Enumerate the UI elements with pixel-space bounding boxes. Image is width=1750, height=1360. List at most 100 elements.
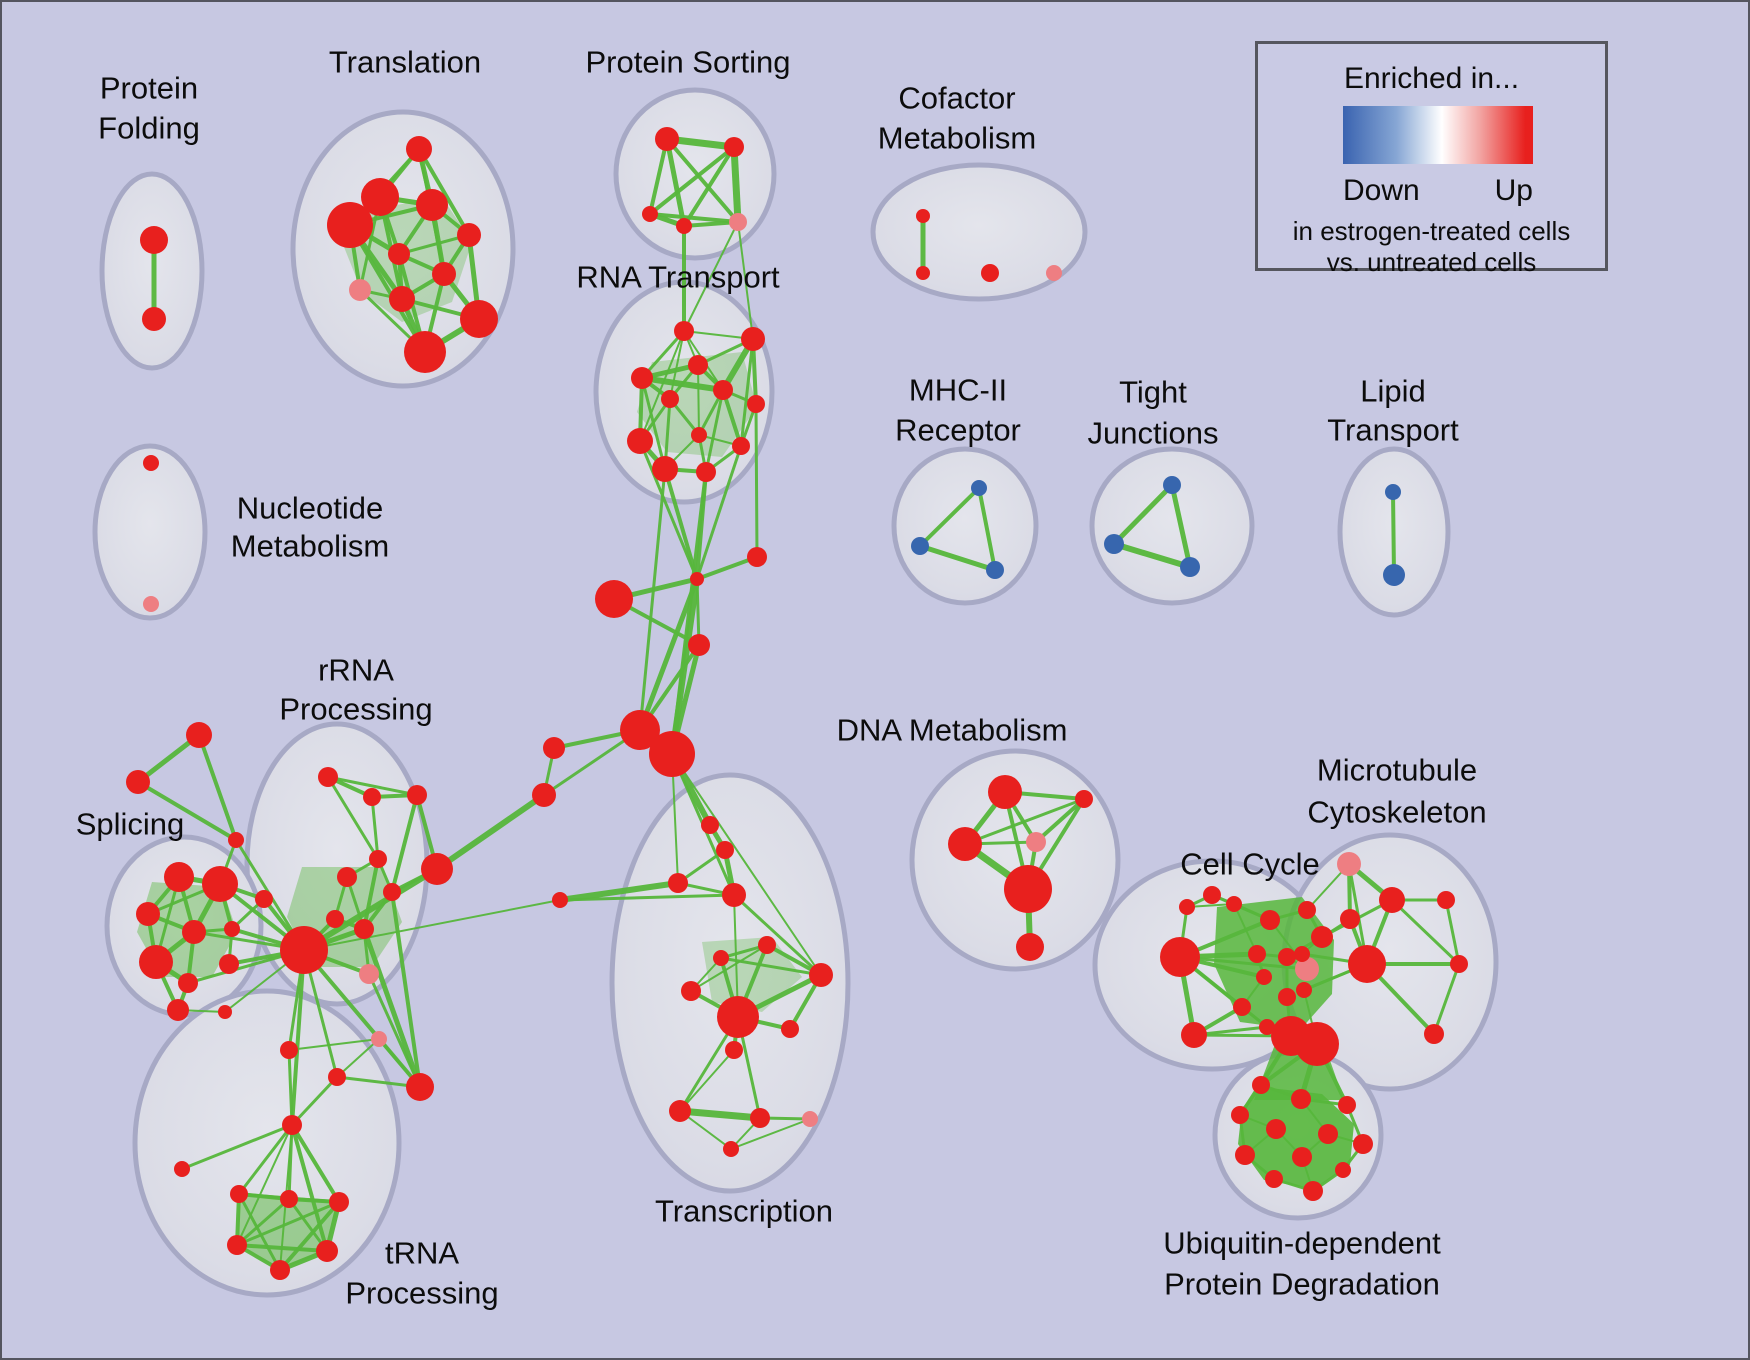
node-L16 [280, 1041, 298, 1059]
node-c7 [1248, 945, 1266, 963]
node-L15 [328, 1068, 346, 1086]
node-rt11 [652, 456, 678, 482]
edge-L12-L14 [367, 972, 422, 1089]
node-mh3 [986, 561, 1004, 579]
node-L13 [371, 1031, 387, 1047]
cluster-label-dna-metabolism: DNA Metabolism [837, 713, 1068, 748]
cluster-label-tight-junctions-line2: Junctions [1088, 416, 1219, 451]
node-c8 [1278, 948, 1296, 966]
edge-rt10-j1 [695, 444, 743, 581]
cluster-label-cofactor-metabolism-line2: Metabolism [878, 121, 1037, 156]
cluster-label-rrna-processing-line1: rRNA [318, 653, 394, 688]
node-d4 [1026, 832, 1046, 852]
node-c14 [1295, 1022, 1339, 1066]
cluster-label-mhc-ii-receptor-line1: MHC-II [909, 373, 1007, 408]
cluster-label-splicing: Splicing [76, 807, 185, 842]
node-u10 [1335, 1162, 1351, 1178]
node-ps2 [724, 137, 744, 157]
node-rt2 [741, 327, 765, 351]
node-t4 [722, 883, 746, 907]
edge-t4-t7 [732, 893, 823, 977]
node-jL [595, 580, 633, 618]
node-u1 [1252, 1076, 1270, 1094]
node-pf2 [142, 307, 166, 331]
node-s5 [224, 921, 240, 937]
node-j4 [552, 892, 568, 908]
cluster-label-protein-folding-line2: Folding [98, 111, 200, 146]
cluster-ellipse-tight-junctions [1089, 446, 1255, 606]
edge-tr5-tr6 [397, 233, 471, 256]
edge-L4-L6 [326, 775, 419, 797]
node-tr8 [349, 279, 371, 301]
edge-mh1-mh2 [918, 486, 981, 548]
node-ps4 [676, 218, 692, 234]
node-L10 [354, 919, 374, 939]
edge-rt3-rt8 [697, 364, 700, 436]
node-rt4 [631, 367, 653, 389]
edge-L4-L7 [326, 775, 380, 861]
node-t15 [723, 1141, 739, 1157]
edge-t14-t15 [730, 1118, 811, 1150]
node-tr5 [457, 223, 481, 247]
edge-L10-L14 [361, 926, 423, 1090]
edge-T0-T2 [237, 1123, 294, 1196]
node-t5 [758, 936, 776, 954]
node-tr11 [404, 331, 446, 373]
edge-tj1-tj2 [1111, 482, 1175, 547]
edge-mh2-mh3 [917, 543, 998, 573]
node-pf1 [140, 226, 168, 254]
legend-subtitle-line1: in estrogen-treated cells [1292, 216, 1571, 246]
edge-blob-ubiquitin-core [1238, 1087, 1354, 1189]
node-tr3 [416, 189, 448, 221]
node-d3 [948, 827, 982, 861]
edge-L5-L7 [370, 795, 380, 861]
node-c5 [1311, 926, 1333, 948]
edge-rt9-j1 [638, 439, 699, 581]
legend-gradient-bar [1343, 106, 1533, 164]
edge-ps2-ps3 [648, 145, 736, 216]
edge-T0-T5 [236, 1124, 293, 1246]
cluster-label-protein-sorting: Protein Sorting [585, 45, 790, 80]
node-t9 [717, 996, 759, 1038]
node-m9 [1424, 1024, 1444, 1044]
cluster-label-lipid-transport-line1: Lipid [1360, 374, 1426, 409]
edge-tr4-tr11 [348, 223, 427, 354]
edge-T4-T5 [235, 1200, 341, 1247]
cluster-label-trna-processing-line1: tRNA [385, 1236, 459, 1271]
node-lp1 [1385, 484, 1401, 500]
edge-t6-t7 [719, 956, 823, 977]
edge-d2-d4 [1034, 797, 1086, 844]
cluster-label-nucleotide-metabolism-line1: Nucleotide [237, 491, 383, 526]
node-mh2 [911, 537, 929, 555]
node-rt8 [691, 427, 707, 443]
edge-rt11-j1 [663, 467, 699, 581]
node-m1 [1337, 852, 1361, 876]
node-j3 [688, 634, 710, 656]
node-A2 [126, 770, 150, 794]
node-d2 [1075, 790, 1093, 808]
edge-T3-T5 [235, 1197, 291, 1247]
node-k1 [543, 737, 565, 759]
node-tr1 [406, 136, 432, 162]
edge-t3-j4 [557, 880, 681, 903]
edge-rt5-rt12 [704, 388, 725, 474]
edge-A2-L3 [136, 780, 238, 842]
node-c2 [1181, 1022, 1207, 1048]
legend-down-label: Down [1343, 174, 1420, 207]
cluster-ellipse-cofactor-metabolism [870, 162, 1088, 302]
node-tr9 [389, 286, 415, 312]
edge-L15-T0 [290, 1075, 339, 1127]
node-s2 [202, 866, 238, 902]
edge-rt1-rt6 [669, 330, 685, 400]
edge-t11-t12 [679, 1049, 735, 1112]
edge-L13-L15 [336, 1038, 380, 1078]
edge-rt7-j2 [754, 402, 759, 559]
edge-ps1-ps5 [665, 137, 740, 224]
edge-T5-T6 [235, 1243, 329, 1253]
node-s1 [164, 862, 194, 892]
node-m3 [1340, 909, 1360, 929]
node-c1 [1160, 937, 1200, 977]
edge-ps5-rt2 [737, 221, 754, 340]
node-rt3 [688, 355, 708, 375]
node-T3 [280, 1190, 298, 1208]
